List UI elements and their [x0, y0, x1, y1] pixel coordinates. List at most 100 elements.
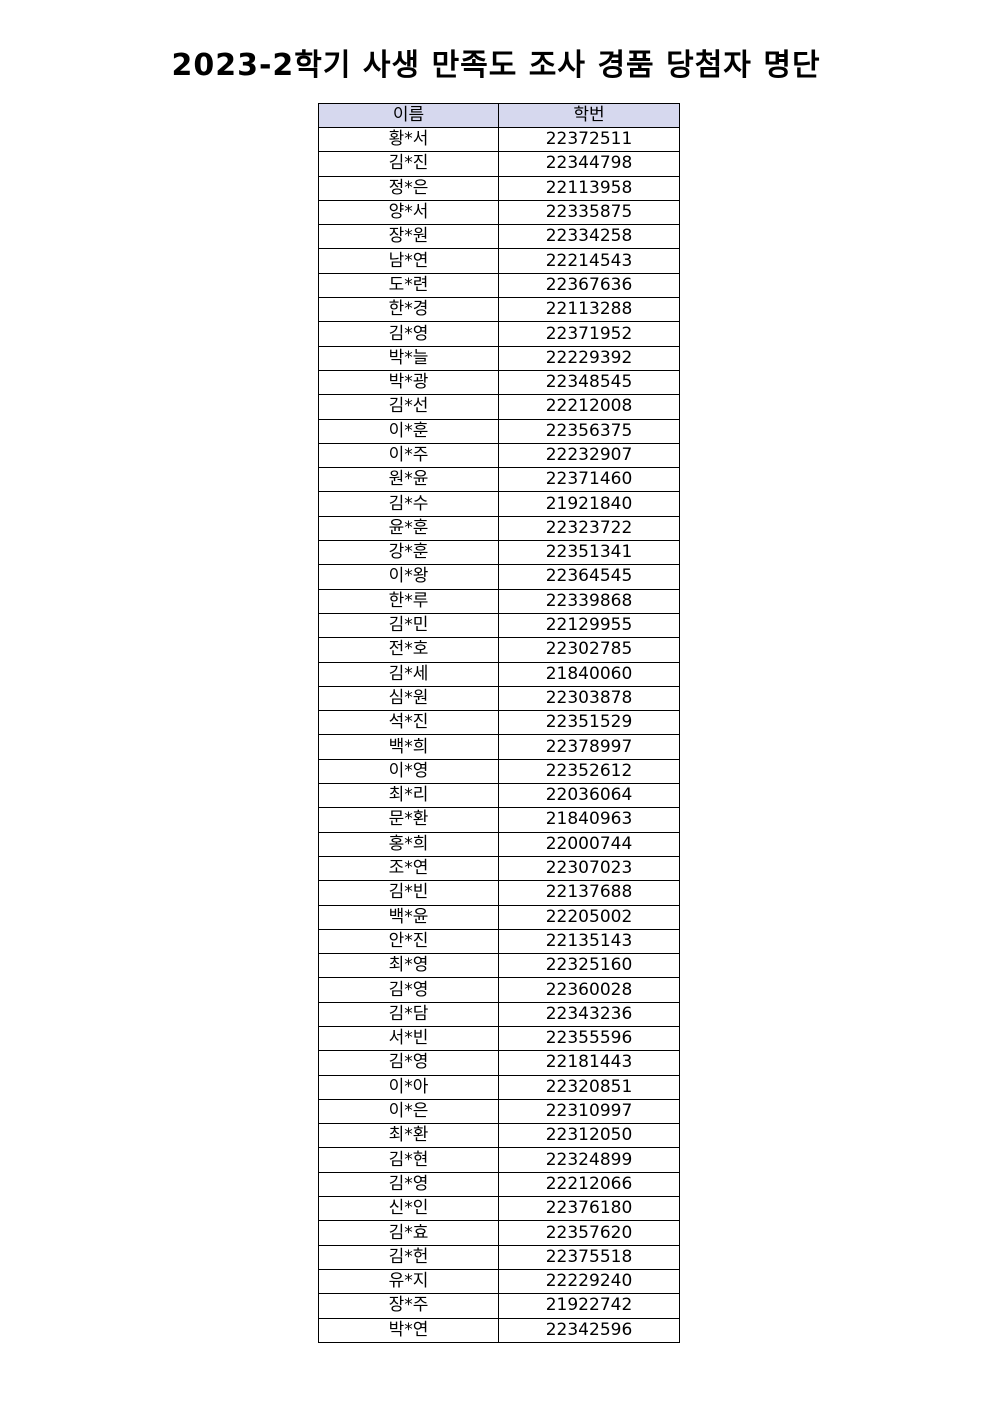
table-row: 김*선 22212008	[318, 394, 680, 420]
student-id-cell: 22352612	[498, 758, 680, 785]
student-id-cell: 22205002	[498, 904, 680, 930]
student-id-cell: 22312050	[498, 1123, 680, 1149]
student-id-cell: 22181443	[498, 1050, 680, 1076]
name-cell: 김*민	[318, 612, 499, 639]
student-id-cell: 22212066	[498, 1171, 680, 1198]
student-id-cell: 22113958	[498, 175, 680, 201]
table-row: 안*진 22135143	[318, 928, 680, 955]
student-id-cell: 22339868	[498, 588, 680, 614]
name-cell: 이*주	[318, 442, 499, 469]
table-row: 신*인 22376180	[318, 1196, 680, 1222]
table-row: 김*헌 22375518	[318, 1244, 680, 1270]
student-id-cell: 22307023	[498, 855, 680, 882]
table-row: 장*주 21922742	[318, 1293, 680, 1319]
name-cell: 백*윤	[318, 904, 499, 930]
table-row: 황*서 22372511	[318, 126, 680, 153]
student-id-cell: 22378997	[498, 734, 680, 760]
name-cell: 유*지	[318, 1268, 499, 1295]
student-id-cell: 22375518	[498, 1244, 680, 1270]
table-row: 박*연 22342596	[318, 1317, 680, 1343]
table-row: 문*환 21840963	[318, 807, 680, 833]
student-id-cell: 22371460	[498, 467, 680, 493]
student-id-cell: 22342596	[498, 1317, 680, 1343]
name-cell: 홍*희	[318, 831, 499, 857]
student-id-cell: 22324899	[498, 1147, 680, 1173]
name-cell: 박*늘	[318, 345, 499, 371]
table-row: 김*영 22360028	[318, 977, 680, 1003]
name-cell: 남*연	[318, 248, 499, 274]
name-cell: 이*왕	[318, 564, 499, 590]
name-cell: 이*은	[318, 1098, 499, 1125]
table-row: 이*주 22232907	[318, 442, 680, 469]
table-row: 원*윤 22371460	[318, 467, 680, 493]
student-id-cell: 22036064	[498, 783, 680, 809]
table-row: 심*원 22303878	[318, 685, 680, 712]
name-cell: 장*주	[318, 1293, 499, 1319]
name-cell: 김*담	[318, 1001, 499, 1027]
table-row: 최*영 22325160	[318, 953, 680, 979]
table-body: 황*서 22372511 김*진 22344798 정*은 22113958 양*서 2233…	[318, 126, 680, 1343]
name-cell: 안*진	[318, 928, 499, 955]
table-row: 강*훈 22351341	[318, 540, 680, 566]
student-id-cell: 22367636	[498, 272, 680, 299]
student-id-cell: 22351529	[498, 710, 680, 736]
student-id-cell: 22372511	[498, 126, 680, 153]
name-cell: 한*루	[318, 588, 499, 614]
table-row: 유*지 22229240	[318, 1268, 680, 1295]
table-row: 정*은 22113958	[318, 175, 680, 201]
student-id-cell: 22335875	[498, 199, 680, 226]
student-id-cell: 22302785	[498, 637, 680, 663]
table-row: 석*진 22351529	[318, 710, 680, 736]
table-row: 도*련 22367636	[318, 272, 680, 299]
name-cell: 조*연	[318, 855, 499, 882]
student-id-cell: 22137688	[498, 880, 680, 906]
table-row: 김*수 21921840	[318, 491, 680, 517]
table-row: 김*영 22371952	[318, 321, 680, 347]
name-cell: 장*원	[318, 224, 499, 250]
student-id-cell: 22364545	[498, 564, 680, 590]
name-cell: 박*연	[318, 1317, 499, 1343]
name-cell: 석*진	[318, 710, 499, 736]
table-row: 박*늘 22229392	[318, 345, 680, 371]
table-row: 김*영 22181443	[318, 1050, 680, 1076]
student-id-cell: 22000744	[498, 831, 680, 857]
table-row: 장*원 22334258	[318, 224, 680, 250]
header-name: 이름	[318, 103, 499, 128]
student-id-cell: 21922742	[498, 1293, 680, 1319]
table-header-row: 이름 학번	[318, 103, 680, 128]
table-row: 이*아 22320851	[318, 1074, 680, 1100]
student-id-cell: 22360028	[498, 977, 680, 1003]
name-cell: 전*호	[318, 637, 499, 663]
student-id-cell: 22303878	[498, 685, 680, 712]
name-cell: 윤*훈	[318, 515, 499, 542]
name-cell: 양*서	[318, 199, 499, 226]
student-id-cell: 22376180	[498, 1196, 680, 1222]
table-row: 이*훈 22356375	[318, 418, 680, 444]
table-row: 서*빈 22355596	[318, 1025, 680, 1052]
student-id-cell: 22356375	[498, 418, 680, 444]
student-id-cell: 22232907	[498, 442, 680, 469]
name-cell: 김*영	[318, 321, 499, 347]
name-cell: 최*리	[318, 783, 499, 809]
name-cell: 박*광	[318, 369, 499, 396]
student-id-cell: 22135143	[498, 928, 680, 955]
name-cell: 백*희	[318, 734, 499, 760]
name-cell: 이*훈	[318, 418, 499, 444]
table-row: 최*환 22312050	[318, 1123, 680, 1149]
name-cell: 강*훈	[318, 540, 499, 566]
name-cell: 신*인	[318, 1196, 499, 1222]
student-id-cell: 22334258	[498, 224, 680, 250]
name-cell: 최*환	[318, 1123, 499, 1149]
student-id-cell: 22371952	[498, 321, 680, 347]
name-cell: 원*윤	[318, 467, 499, 493]
name-cell: 김*효	[318, 1220, 499, 1246]
student-id-cell: 21840963	[498, 807, 680, 833]
table-row: 김*담 22343236	[318, 1001, 680, 1027]
name-cell: 최*영	[318, 953, 499, 979]
student-id-cell: 22310997	[498, 1098, 680, 1125]
student-id-cell: 22320851	[498, 1074, 680, 1100]
table-row: 백*희 22378997	[318, 734, 680, 760]
table-row: 김*민 22129955	[318, 612, 680, 639]
name-cell: 이*아	[318, 1074, 499, 1100]
table-row: 박*광 22348545	[318, 369, 680, 396]
